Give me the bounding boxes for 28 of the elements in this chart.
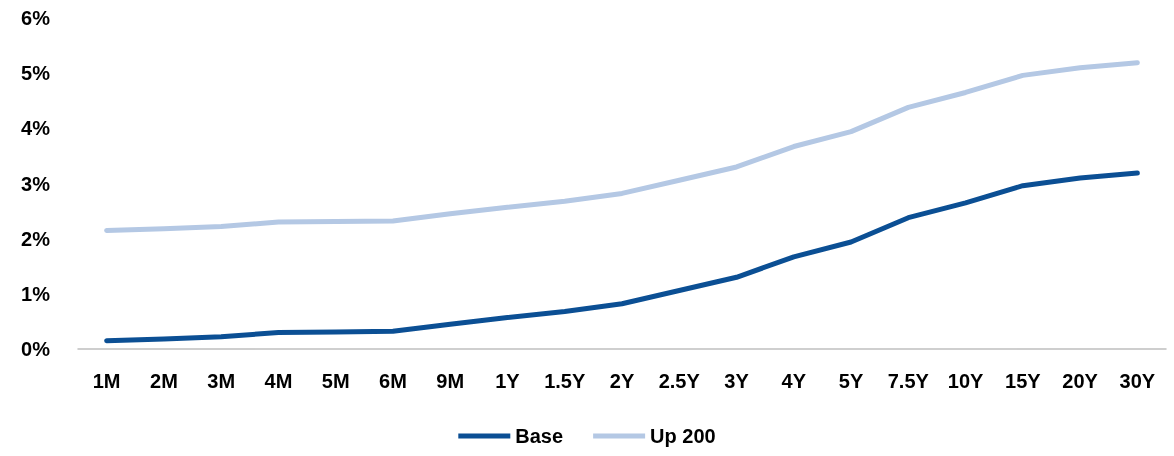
x-tick-label: 3M [207,370,236,392]
x-tick-label: 4M [264,370,293,392]
legend-label: Base [515,425,564,447]
x-tick-label: 2.5Y [658,370,701,392]
x-tick-label: 30Y [1119,370,1156,392]
x-tick-label: 7.5Y [887,370,930,392]
x-tick-label: 10Y [947,370,985,392]
y-tick-label: 5% [21,62,51,85]
x-tick-label: 15Y [1005,370,1042,392]
x-tick-label: 1Y [495,370,521,392]
x-tick-label: 4Y [781,370,807,392]
x-tick-label: 2Y [609,370,635,392]
y-tick-label: 1% [21,282,51,305]
x-tick-label: 5Y [838,370,864,392]
y-tick-label: 0% [21,338,51,360]
x-tick-label: 3Y [724,370,750,392]
y-tick-label: 6% [21,7,51,29]
x-tick-label: 20Y [1062,370,1099,392]
x-tick-label: 5M [321,370,350,392]
x-tick-label: 1M [92,370,121,392]
y-tick-label: 3% [21,172,51,195]
y-tick-label: 2% [21,227,51,250]
x-tick-label: 1.5Y [544,370,586,392]
legend-label: Up 200 [650,425,716,447]
x-tick-label: 6M [379,370,407,392]
x-tick-label: 9M [436,370,465,392]
y-tick-label: 4% [21,117,51,140]
x-tick-label: 2M [150,370,178,392]
